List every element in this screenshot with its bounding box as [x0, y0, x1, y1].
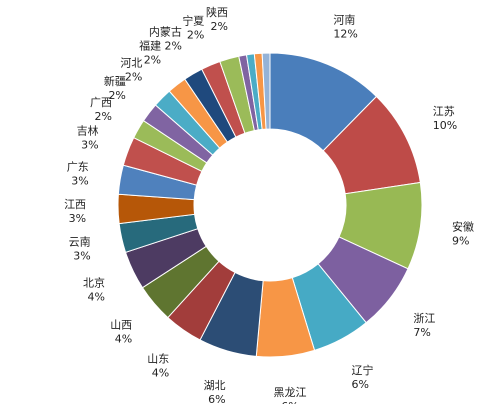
- slice-label: 宁夏: [182, 13, 204, 27]
- slice-value-label: 2%: [95, 110, 112, 123]
- slice-value-label: 12%: [333, 27, 357, 40]
- slice-label: 云南: [69, 235, 91, 248]
- slice-label: 江苏: [433, 105, 455, 118]
- slice-value-label: 2%: [187, 28, 204, 41]
- slice-value-label: 2%: [125, 70, 142, 83]
- slice-value-label: 4%: [88, 291, 105, 304]
- slice-label: 江西: [64, 198, 86, 211]
- slice-value-label: 6%: [208, 393, 225, 404]
- slice-value-label: 4%: [115, 333, 132, 346]
- slice-label: 辽宁: [352, 363, 374, 377]
- slice-label: 浙江: [413, 312, 435, 325]
- slice-label: 北京: [83, 276, 105, 290]
- slice-value-label: 3%: [71, 175, 88, 188]
- slice-label: 河北: [120, 56, 142, 69]
- slice-label: 新疆: [104, 74, 126, 88]
- slice-value-label: 9%: [452, 234, 469, 247]
- donut-slice: [261, 52, 271, 130]
- slice-value-label: 10%: [433, 119, 457, 132]
- slice-label: 河南: [333, 13, 355, 26]
- slice-value-label: 2%: [108, 89, 125, 102]
- slice-label: 陕西: [206, 5, 228, 19]
- slice-value-label: 2%: [144, 54, 161, 67]
- label-group: 河南12%江苏10%安徽9%浙江7%辽宁6%黑龙江6%湖北6%山东4%山西4%北…: [64, 5, 474, 409]
- slice-label: 福建: [139, 39, 161, 53]
- slice-label: 吉林: [77, 123, 99, 137]
- slice-label: 黑龙江: [274, 386, 307, 399]
- slice-value-label: 7%: [413, 326, 430, 339]
- slice-value-label: 6%: [281, 400, 298, 404]
- slice-value-label: 3%: [69, 212, 86, 225]
- slice-value-label: 3%: [81, 138, 98, 151]
- slice-value-label: 6%: [352, 378, 369, 391]
- slice-label: 湖北: [204, 379, 226, 392]
- slice-value-label: 2%: [211, 20, 228, 33]
- slice-label: 内蒙古: [149, 25, 182, 39]
- slice-label: 广西: [90, 96, 112, 109]
- slice-label: 广东: [67, 161, 89, 174]
- slice-value-label: 2%: [164, 40, 181, 53]
- slice-group: [117, 52, 423, 358]
- slice-value-label: 3%: [73, 249, 90, 262]
- slice-label: 山西: [110, 319, 132, 332]
- slice-label: 山东: [147, 352, 169, 365]
- slice-value-label: 4%: [152, 366, 169, 379]
- slice-label: 安徽: [452, 219, 474, 233]
